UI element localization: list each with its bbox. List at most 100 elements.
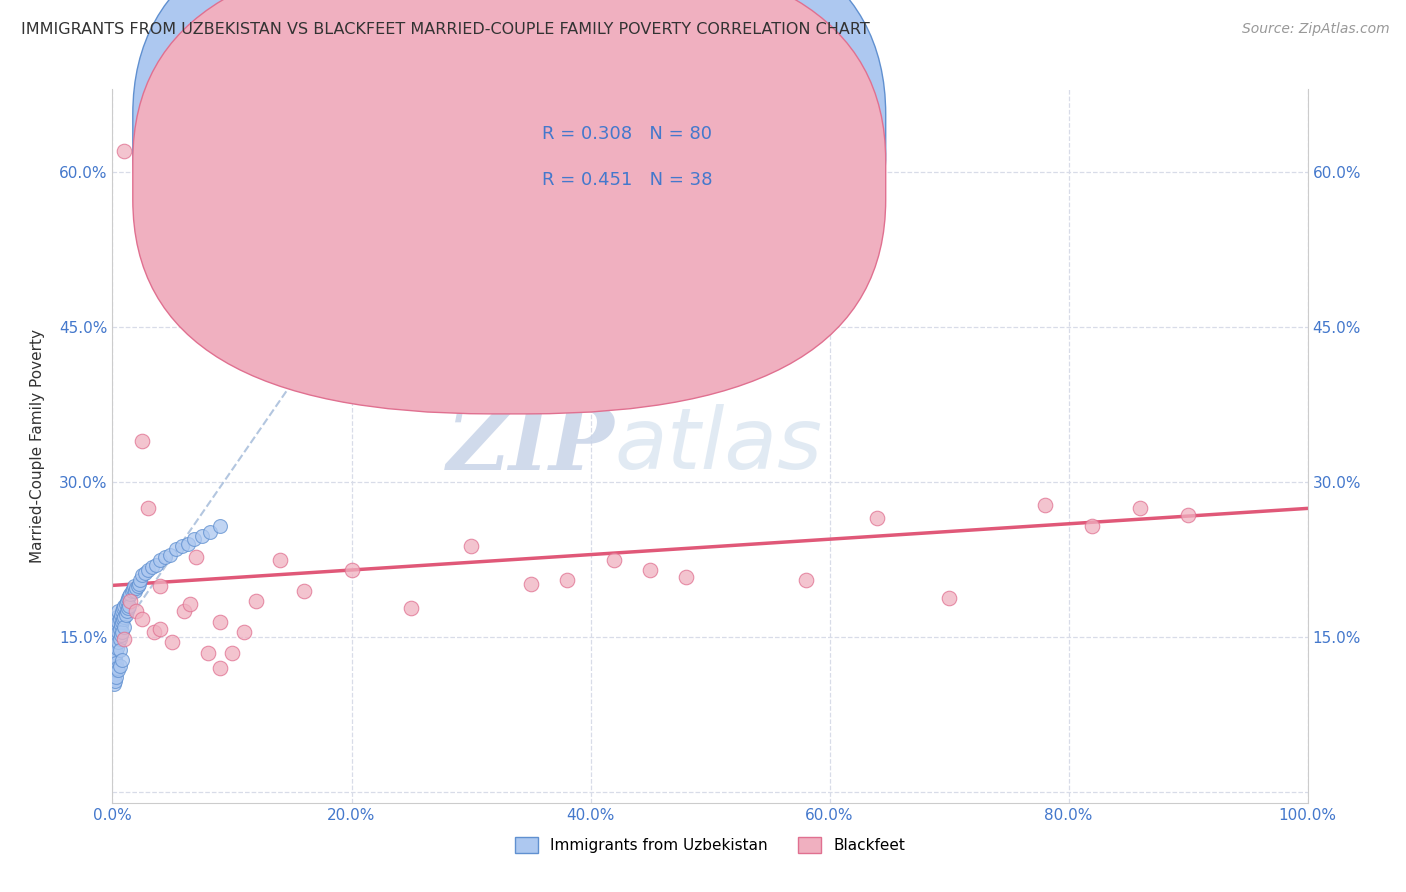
Point <box>104 620 127 634</box>
Point <box>103 646 125 660</box>
Point <box>103 666 125 681</box>
Point <box>104 630 127 644</box>
Point <box>107 625 129 640</box>
Point <box>221 646 243 660</box>
Point <box>104 651 127 665</box>
Point <box>112 601 135 615</box>
Point <box>104 673 127 688</box>
Point <box>131 434 153 448</box>
Point <box>112 612 135 626</box>
Point <box>121 582 143 596</box>
Point <box>111 615 134 629</box>
Point <box>866 511 889 525</box>
Point <box>105 664 128 678</box>
Point <box>105 670 128 684</box>
Point <box>1177 508 1199 523</box>
Point <box>179 597 201 611</box>
Point <box>233 625 256 640</box>
FancyBboxPatch shape <box>132 0 886 368</box>
Point <box>104 666 127 681</box>
Point <box>115 594 138 608</box>
Point <box>111 625 134 640</box>
Point <box>105 620 128 634</box>
Point <box>108 612 131 626</box>
Point <box>162 635 183 649</box>
Legend: Immigrants from Uzbekistan, Blackfeet: Immigrants from Uzbekistan, Blackfeet <box>509 831 911 859</box>
Point <box>111 653 134 667</box>
Point <box>108 632 131 647</box>
FancyBboxPatch shape <box>132 0 886 414</box>
Point <box>120 594 142 608</box>
Point <box>138 501 160 516</box>
Point <box>603 553 626 567</box>
Point <box>145 558 167 572</box>
Text: atlas: atlas <box>614 404 823 488</box>
Point <box>110 618 132 632</box>
Point <box>117 591 139 605</box>
Point <box>127 579 149 593</box>
Point <box>129 574 152 588</box>
Text: R = 0.308   N = 80: R = 0.308 N = 80 <box>541 125 711 143</box>
Point <box>149 553 172 567</box>
Point <box>209 518 232 533</box>
Point <box>111 605 134 619</box>
Point <box>122 579 145 593</box>
Point <box>138 563 160 577</box>
Point <box>520 576 543 591</box>
Point <box>134 566 156 581</box>
Point <box>177 537 200 551</box>
Text: IMMIGRANTS FROM UZBEKISTAN VS BLACKFEET MARRIED-COUPLE FAMILY POVERTY CORRELATIO: IMMIGRANTS FROM UZBEKISTAN VS BLACKFEET … <box>21 22 870 37</box>
Point <box>105 625 128 640</box>
Point <box>117 601 139 615</box>
Point <box>170 539 193 553</box>
Point <box>269 553 291 567</box>
Point <box>131 568 153 582</box>
Point <box>938 591 960 605</box>
Point <box>209 615 232 629</box>
Point <box>640 563 662 577</box>
Point <box>104 661 127 675</box>
Point <box>103 656 125 670</box>
Point <box>186 549 208 564</box>
Point <box>1081 518 1104 533</box>
Point <box>183 532 205 546</box>
Point <box>114 145 135 159</box>
Point <box>173 605 195 619</box>
Point <box>103 672 125 686</box>
Point <box>292 583 315 598</box>
Point <box>103 677 125 691</box>
Point <box>110 628 132 642</box>
Point <box>245 594 267 608</box>
Point <box>143 625 166 640</box>
Point <box>200 524 222 539</box>
Point <box>125 581 148 595</box>
Point <box>401 601 423 615</box>
Text: Source: ZipAtlas.com: Source: ZipAtlas.com <box>1241 22 1389 37</box>
Point <box>108 659 131 673</box>
Point <box>105 646 128 660</box>
Text: R = 0.451   N = 38: R = 0.451 N = 38 <box>541 171 711 189</box>
Point <box>105 609 128 624</box>
Point <box>340 563 363 577</box>
Point <box>114 607 136 622</box>
Point <box>153 549 176 564</box>
Y-axis label: Married-Couple Family Poverty: Married-Couple Family Poverty <box>31 329 45 563</box>
FancyBboxPatch shape <box>477 100 770 196</box>
Point <box>107 635 129 649</box>
Point <box>103 625 125 640</box>
Point <box>460 539 482 553</box>
Point <box>118 599 141 614</box>
Point <box>104 640 127 655</box>
Point <box>1033 498 1056 512</box>
Point <box>107 605 129 619</box>
Point <box>125 605 148 619</box>
Point <box>108 622 131 636</box>
Point <box>1129 501 1152 516</box>
Point <box>675 570 697 584</box>
Point <box>197 646 219 660</box>
Point <box>105 630 128 644</box>
Point <box>105 635 128 649</box>
Point <box>118 589 141 603</box>
Point <box>115 605 138 619</box>
Point <box>103 635 125 649</box>
